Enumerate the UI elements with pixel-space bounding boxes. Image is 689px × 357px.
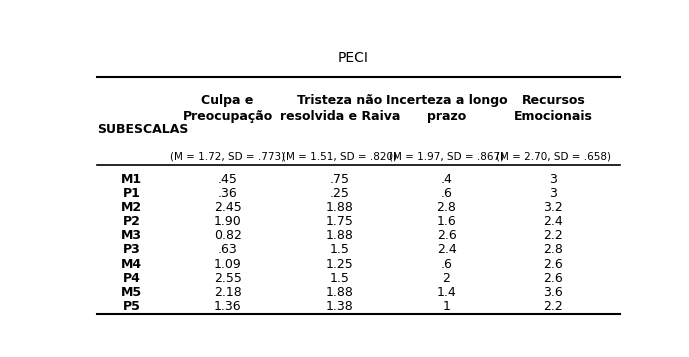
Text: SUBESCALAS: SUBESCALAS xyxy=(96,123,188,136)
Text: M5: M5 xyxy=(121,286,142,299)
Text: 2.55: 2.55 xyxy=(214,272,242,285)
Text: 2: 2 xyxy=(442,272,451,285)
Text: .75: .75 xyxy=(330,173,350,186)
Text: P2: P2 xyxy=(123,215,141,228)
Text: 1.75: 1.75 xyxy=(326,215,353,228)
Text: P5: P5 xyxy=(123,300,141,313)
Text: Recursos
Emocionais: Recursos Emocionais xyxy=(514,94,593,123)
Text: M3: M3 xyxy=(121,229,142,242)
Text: (M = 1.97, SD = .867): (M = 1.97, SD = .867) xyxy=(389,152,504,162)
Text: .6: .6 xyxy=(441,187,453,200)
Text: 2.6: 2.6 xyxy=(437,229,456,242)
Text: 1.38: 1.38 xyxy=(326,300,353,313)
Text: P4: P4 xyxy=(123,272,141,285)
Text: 2.6: 2.6 xyxy=(544,272,563,285)
Text: .6: .6 xyxy=(441,257,453,271)
Text: 1.25: 1.25 xyxy=(326,257,353,271)
Text: 1.88: 1.88 xyxy=(326,229,353,242)
Text: P1: P1 xyxy=(123,187,141,200)
Text: 1.4: 1.4 xyxy=(437,286,456,299)
Text: M1: M1 xyxy=(121,173,142,186)
Text: .36: .36 xyxy=(218,187,238,200)
Text: 1.5: 1.5 xyxy=(330,243,350,256)
Text: (M = 1.51, SD = .820): (M = 1.51, SD = .820) xyxy=(282,152,398,162)
Text: 2.2: 2.2 xyxy=(544,300,563,313)
Text: .4: .4 xyxy=(441,173,453,186)
Text: .45: .45 xyxy=(218,173,238,186)
Text: 3: 3 xyxy=(549,173,557,186)
Text: (M = 2.70, SD = .658): (M = 2.70, SD = .658) xyxy=(496,152,611,162)
Text: 2.18: 2.18 xyxy=(214,286,242,299)
Text: 1.88: 1.88 xyxy=(326,286,353,299)
Text: 3.2: 3.2 xyxy=(544,201,563,214)
Text: P3: P3 xyxy=(123,243,141,256)
Text: Incerteza a longo
prazo: Incerteza a longo prazo xyxy=(386,94,507,123)
Text: 1.36: 1.36 xyxy=(214,300,241,313)
Text: 1.88: 1.88 xyxy=(326,201,353,214)
Text: Culpa e
Preocupação: Culpa e Preocupação xyxy=(183,94,273,123)
Text: (M = 1.72, SD = .773): (M = 1.72, SD = .773) xyxy=(170,152,285,162)
Text: M2: M2 xyxy=(121,201,142,214)
Text: 2.4: 2.4 xyxy=(437,243,456,256)
Text: Tristeza não
resolvida e Raiva: Tristeza não resolvida e Raiva xyxy=(280,94,400,123)
Text: 1.90: 1.90 xyxy=(214,215,242,228)
Text: 2.8: 2.8 xyxy=(437,201,457,214)
Text: 2.8: 2.8 xyxy=(544,243,564,256)
Text: 2.4: 2.4 xyxy=(544,215,563,228)
Text: 1: 1 xyxy=(442,300,451,313)
Text: 2.2: 2.2 xyxy=(544,229,563,242)
Text: 1.5: 1.5 xyxy=(330,272,350,285)
Text: 3: 3 xyxy=(549,187,557,200)
Text: .25: .25 xyxy=(330,187,350,200)
Text: 2.45: 2.45 xyxy=(214,201,242,214)
Text: M4: M4 xyxy=(121,257,142,271)
Text: 2.6: 2.6 xyxy=(544,257,563,271)
Text: PECI: PECI xyxy=(338,51,369,65)
Text: .63: .63 xyxy=(218,243,238,256)
Text: 1.09: 1.09 xyxy=(214,257,242,271)
Text: 3.6: 3.6 xyxy=(544,286,563,299)
Text: 0.82: 0.82 xyxy=(214,229,242,242)
Text: 1.6: 1.6 xyxy=(437,215,456,228)
